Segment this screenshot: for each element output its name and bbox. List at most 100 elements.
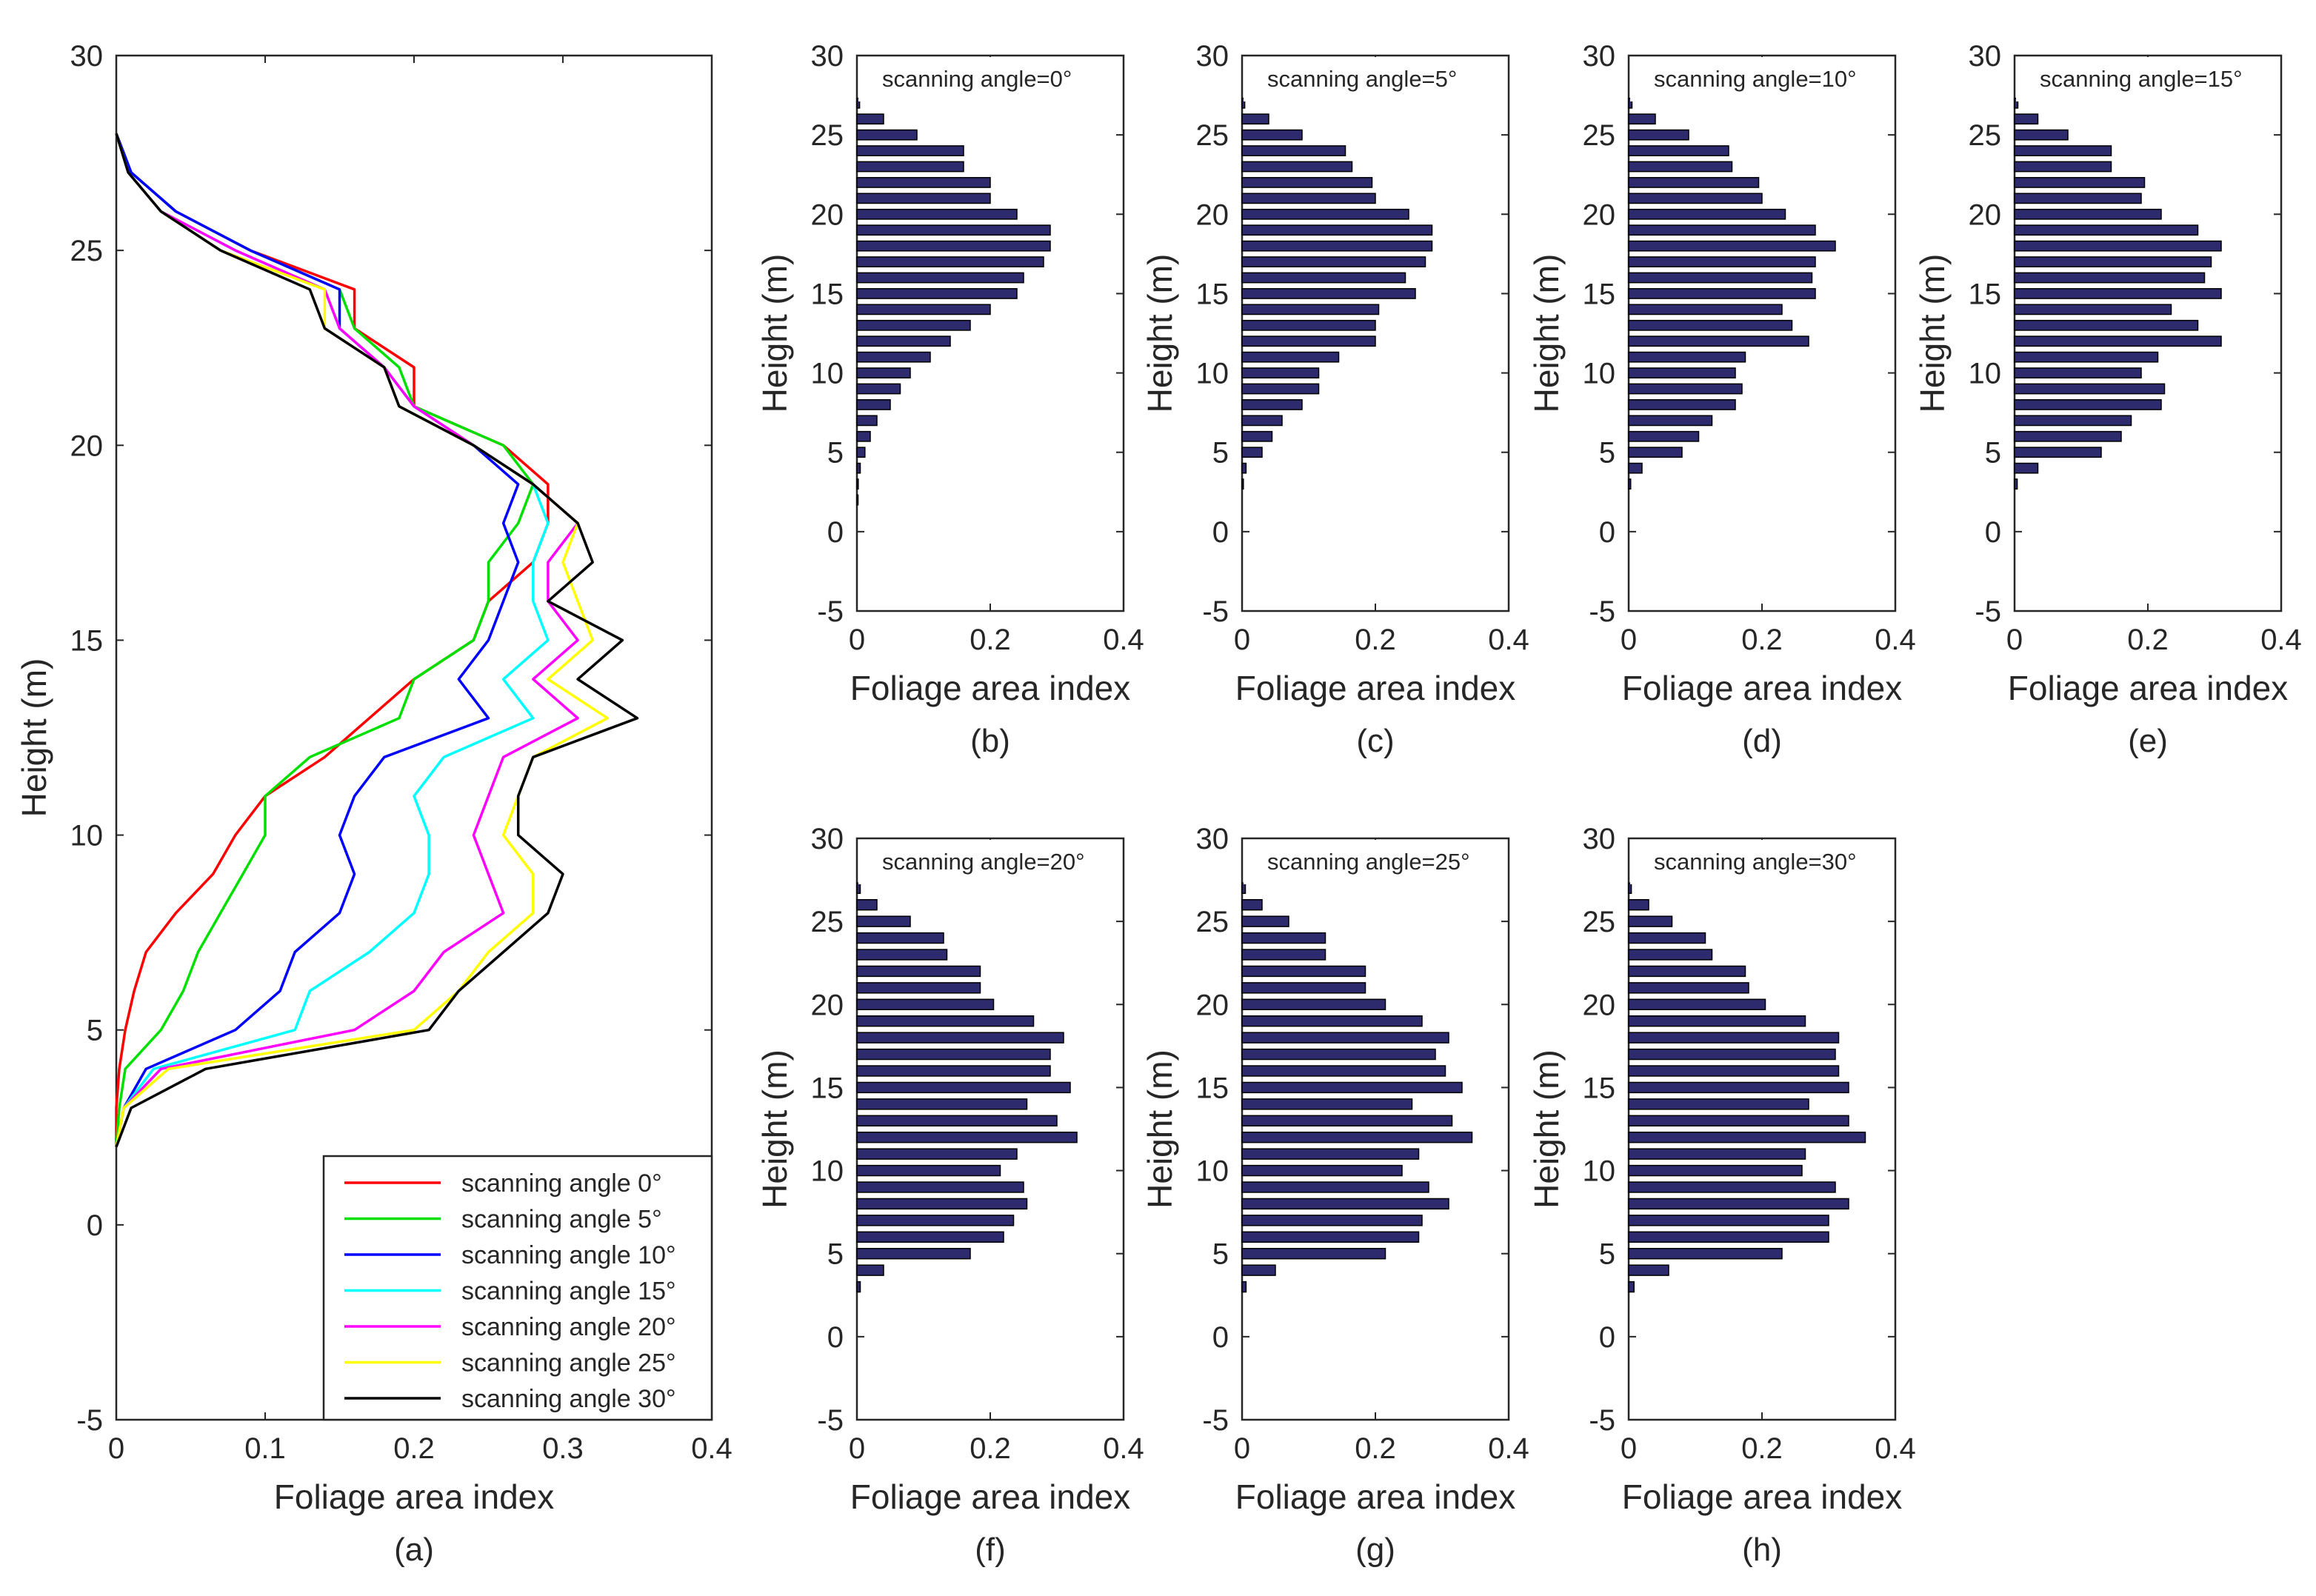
y-tick-label: 20 (811, 989, 844, 1021)
y-tick-label: 5 (827, 437, 844, 470)
bar (1241, 998, 1386, 1010)
annotation-background (1630, 57, 1867, 101)
y-axis-label: Height (m) (15, 658, 53, 818)
bar (856, 113, 884, 125)
y-tick-label: -5 (817, 1404, 844, 1437)
bar (856, 351, 931, 363)
bar (2014, 430, 2122, 442)
bar (1241, 1264, 1276, 1276)
legend-label: scanning angle 5° (461, 1206, 662, 1234)
bar (1241, 367, 1320, 378)
x-tick-label: 0.2 (970, 1432, 1011, 1465)
bar (1241, 288, 1416, 299)
bar (1241, 1081, 1463, 1094)
annotation-label: scanning angle=0° (882, 66, 1072, 92)
bar (1241, 1181, 1429, 1193)
bar (1628, 949, 1713, 961)
bar (856, 177, 991, 188)
y-tick-label: 15 (811, 1072, 844, 1104)
bar (1241, 1248, 1386, 1260)
bar (1241, 882, 1247, 894)
x-tick-label: 0 (2006, 624, 2023, 656)
bar (1241, 447, 1263, 458)
x-tick-label: 0.2 (1355, 1432, 1396, 1465)
x-axis-label: Foliage area index (274, 1478, 554, 1516)
y-tick-label: 25 (1196, 119, 1229, 152)
annotation-label: scanning angle=15° (2040, 66, 2243, 92)
y-tick-label: 20 (1196, 198, 1229, 231)
bar (1628, 447, 1683, 458)
bar (856, 399, 891, 410)
bar (1241, 949, 1326, 961)
bar (856, 319, 971, 331)
bar (2014, 193, 2142, 204)
y-axis-label: Height (m) (1527, 1049, 1566, 1209)
bar (1628, 177, 1760, 188)
y-tick-label: 0 (827, 1321, 844, 1354)
panel-letter: (a) (394, 1532, 434, 1568)
x-tick-label: 0.4 (1488, 624, 1529, 656)
series-line-1 (115, 133, 535, 1147)
bar (856, 415, 878, 427)
bar (2014, 319, 2199, 331)
bar (1628, 982, 1749, 994)
y-tick-label: 20 (1196, 989, 1229, 1021)
x-tick-label: 0 (849, 624, 865, 656)
x-tick-label: 0 (1621, 624, 1637, 656)
bar (2014, 462, 2039, 474)
y-tick-label: -5 (1202, 1404, 1229, 1437)
y-tick-label: 30 (1583, 40, 1616, 73)
y-tick-label: 20 (811, 198, 844, 231)
x-tick-label: 0.2 (1741, 624, 1783, 656)
bar (856, 478, 859, 490)
bar (1241, 1198, 1449, 1210)
annotation-label: scanning angle=30° (1654, 849, 1857, 875)
panel-letter: (g) (1355, 1532, 1395, 1568)
bar (1628, 351, 1746, 363)
y-tick-label: 5 (1212, 1238, 1229, 1271)
bar (1241, 899, 1263, 911)
y-tick-label: 15 (1583, 278, 1616, 310)
bar (2014, 240, 2222, 252)
x-tick-label: 0.4 (1103, 1432, 1144, 1465)
y-tick-label: 25 (70, 235, 104, 267)
bar (1241, 965, 1366, 978)
y-tick-label: -5 (817, 595, 844, 628)
bar (856, 1231, 1004, 1243)
bar (2014, 335, 2222, 347)
bar (1628, 1098, 1809, 1110)
annotation-label: scanning angle=10° (1654, 66, 1857, 92)
bar (1628, 899, 1649, 911)
bar (2014, 113, 2039, 125)
bar (856, 304, 991, 315)
x-tick-label: 0 (1234, 1432, 1250, 1465)
bar (1628, 129, 1689, 141)
bar (856, 1032, 1064, 1044)
x-tick-label: 0.4 (1488, 1432, 1529, 1465)
bar (1241, 1281, 1247, 1293)
bar (1628, 208, 1786, 220)
bar (1628, 113, 1656, 125)
bar (856, 1215, 1015, 1226)
bar (1241, 1065, 1446, 1077)
bar (1628, 145, 1729, 156)
bar (1241, 1231, 1420, 1243)
y-tick-label: 15 (1583, 1072, 1616, 1104)
bar (1628, 1032, 1840, 1044)
y-tick-label: -5 (1589, 1404, 1615, 1437)
bar (856, 1015, 1035, 1027)
bar (1241, 1015, 1423, 1027)
panel-letter: (c) (1356, 723, 1394, 759)
y-tick-label: 25 (811, 119, 844, 152)
y-tick-label: 0 (1212, 1321, 1229, 1354)
bar (1241, 1132, 1473, 1143)
bar (1241, 240, 1433, 252)
series-line-2 (115, 133, 520, 1147)
legend: scanning angle 0° scanning angle 5° scanni… (322, 1155, 713, 1421)
y-tick-label: 10 (1583, 358, 1616, 390)
bar (2014, 351, 2159, 363)
x-axis-label: Foliage area index (1235, 1478, 1515, 1516)
